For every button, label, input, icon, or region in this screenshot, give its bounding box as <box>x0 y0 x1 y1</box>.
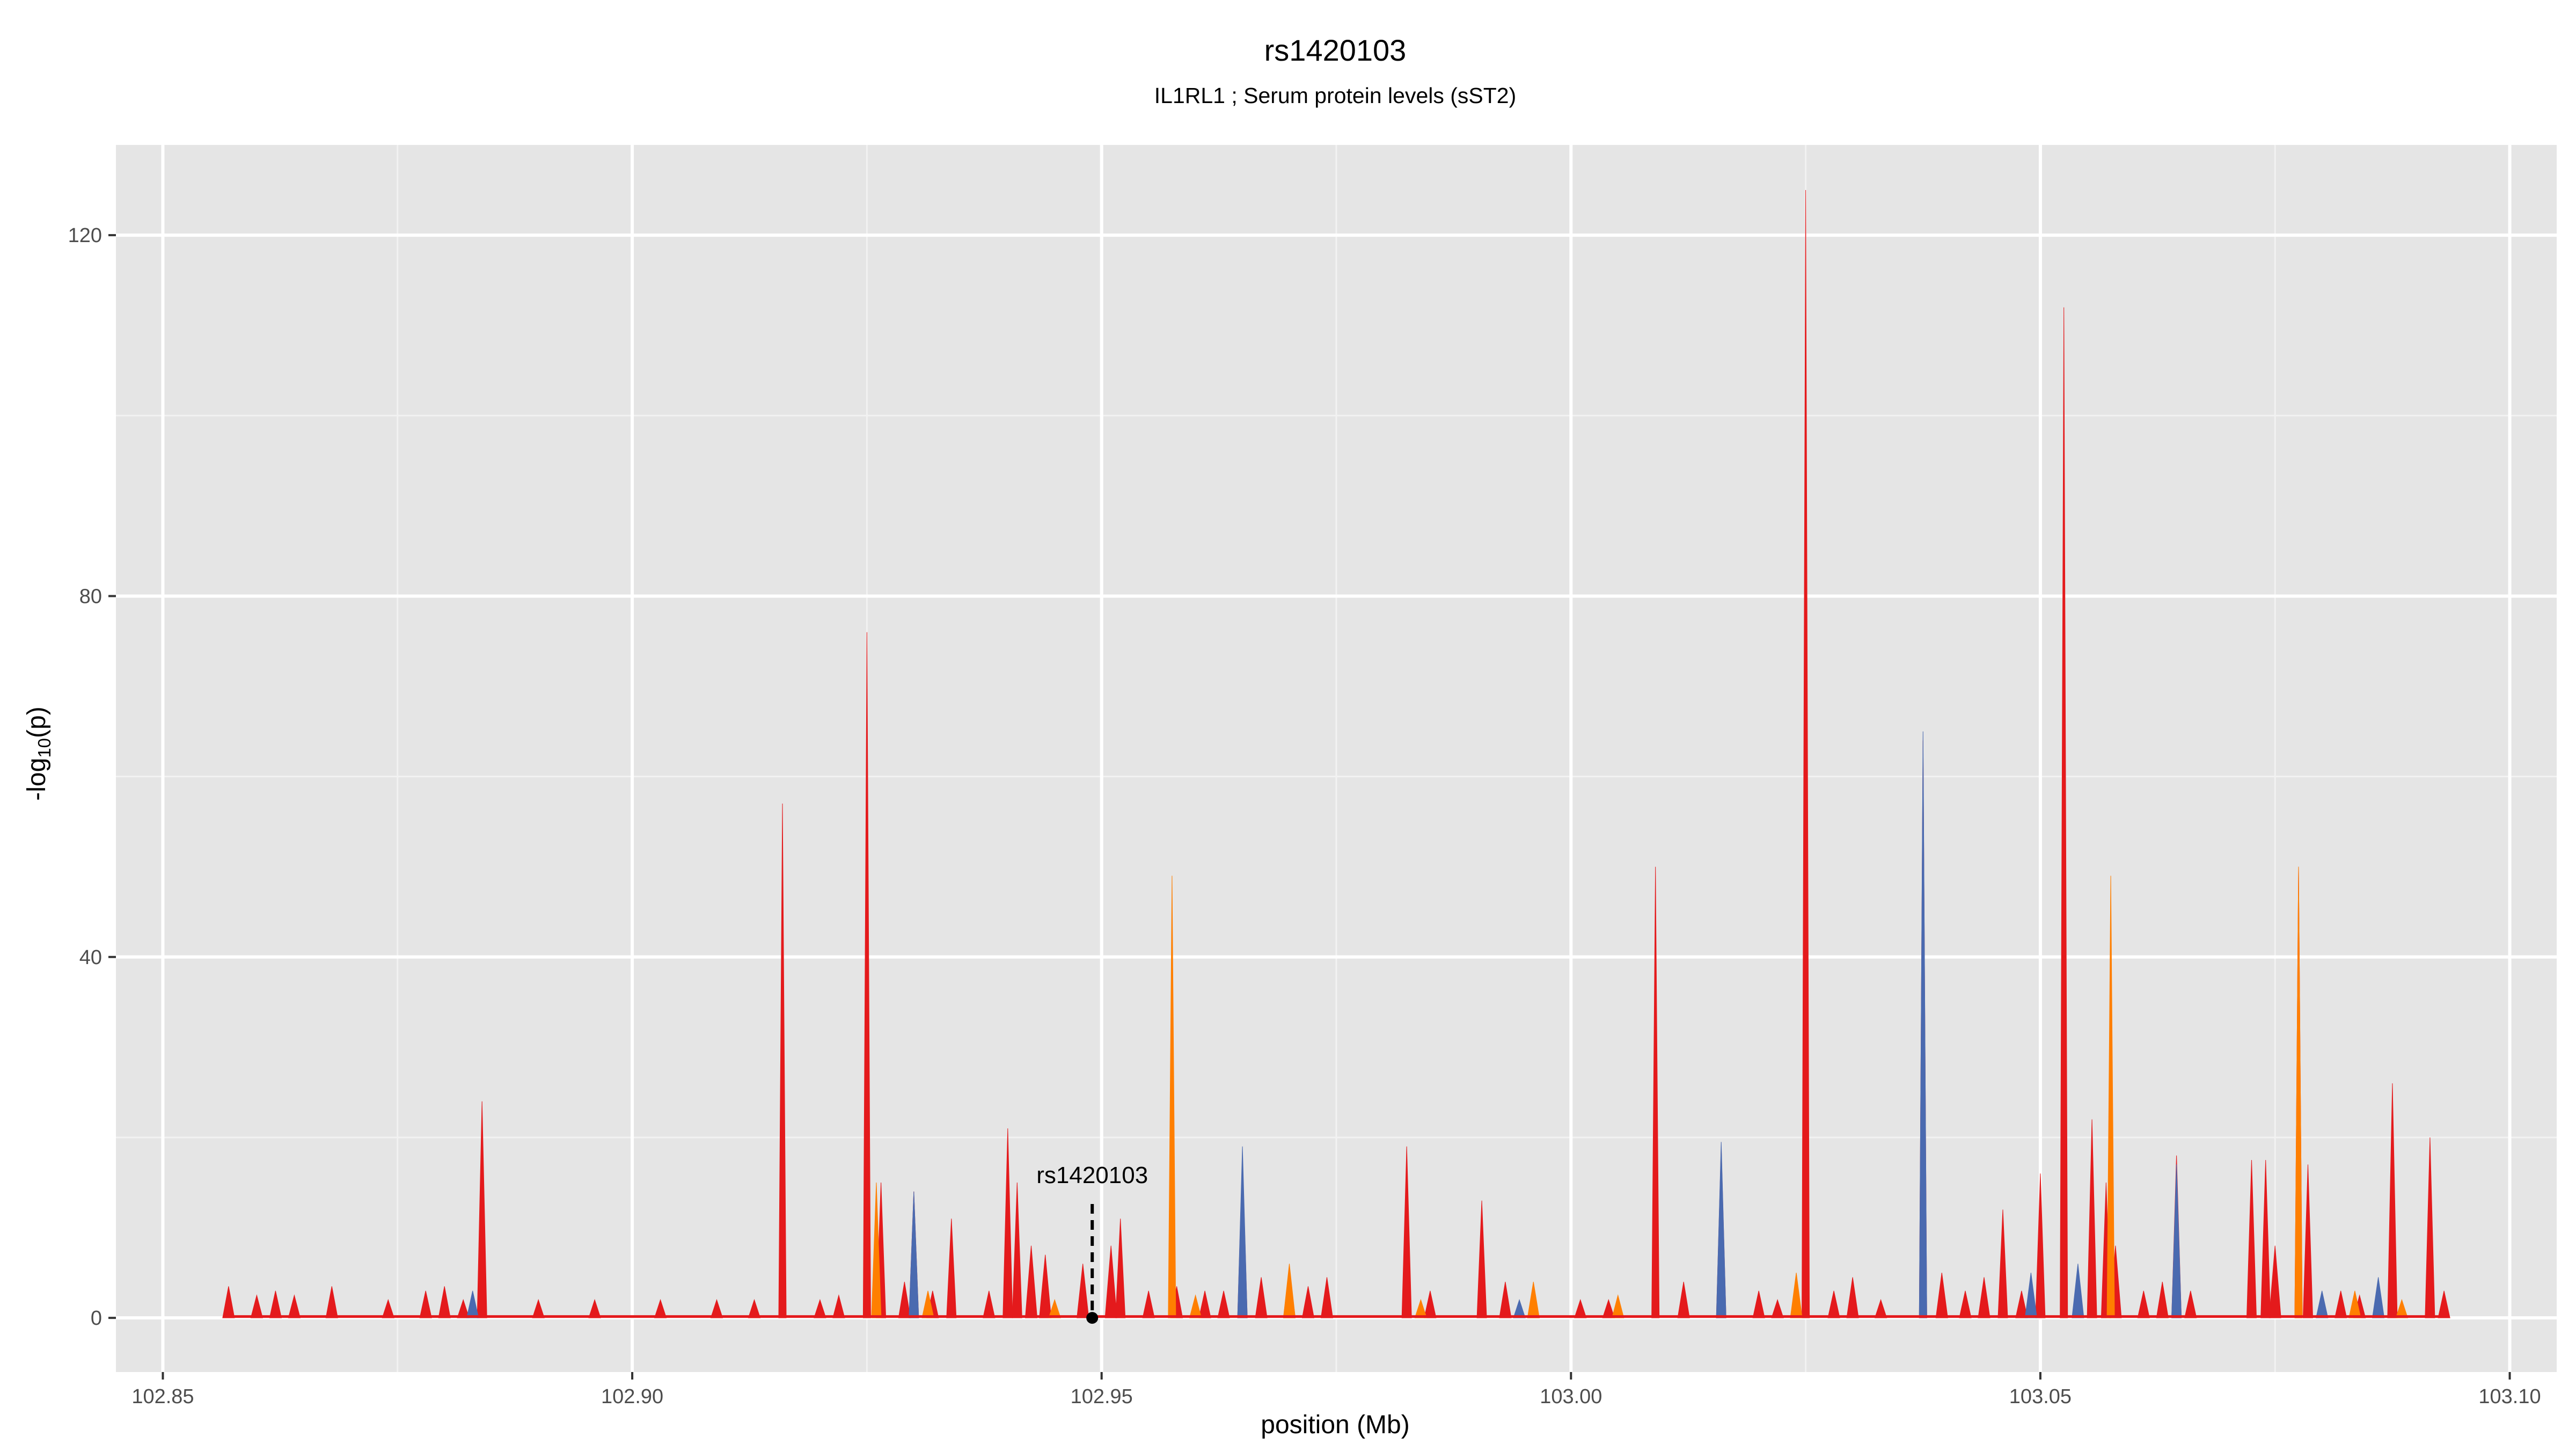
highlight-marker-point <box>1086 1312 1099 1324</box>
y-axis-label-prefix: -log <box>23 758 51 801</box>
x-tick-label: 102.95 <box>1071 1385 1133 1408</box>
x-tick-label: 103.10 <box>2478 1385 2541 1408</box>
y-tick-label: 80 <box>79 585 102 608</box>
chart-subtitle: IL1RL1 ; Serum protein levels (sST2) <box>1154 83 1517 108</box>
axes-layer: 102.85 102.90 102.95 103.00 103.05 103.10 0 40 8… <box>68 224 2541 1408</box>
y-axis-label: -log10(p) <box>23 706 54 800</box>
y-tick-label: 40 <box>79 946 102 969</box>
y-tick-label: 0 <box>91 1307 102 1330</box>
y-axis-label-subscript: 10 <box>34 738 54 758</box>
highlight-label: rs1420103 <box>1036 1162 1148 1188</box>
series-baseline <box>223 1315 2450 1318</box>
x-tick-label: 102.90 <box>601 1385 663 1408</box>
y-axis-label-suffix: (p) <box>23 706 51 738</box>
series-2 <box>466 731 2385 1318</box>
x-axis-label: position (Mb) <box>1261 1411 1409 1439</box>
x-tick-label: 102.85 <box>131 1385 194 1408</box>
chart-title: rs1420103 <box>1264 33 1407 67</box>
x-tick-label: 103.05 <box>2009 1385 2072 1408</box>
series-layer <box>222 189 2450 1318</box>
x-tick-label: 103.00 <box>1540 1385 1602 1408</box>
y-tick-label: 120 <box>68 224 102 247</box>
series-1 <box>871 866 2409 1318</box>
annotation-layer: rs1420103 <box>1036 1162 1148 1324</box>
plot-panel <box>116 145 2557 1372</box>
